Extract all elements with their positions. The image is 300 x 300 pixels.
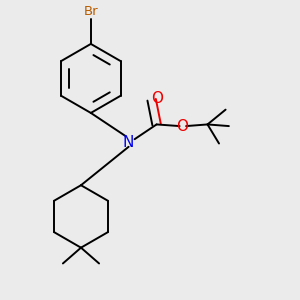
Text: N: N xyxy=(123,135,134,150)
Text: Br: Br xyxy=(83,4,98,18)
Text: O: O xyxy=(176,118,188,134)
Text: O: O xyxy=(152,91,164,106)
